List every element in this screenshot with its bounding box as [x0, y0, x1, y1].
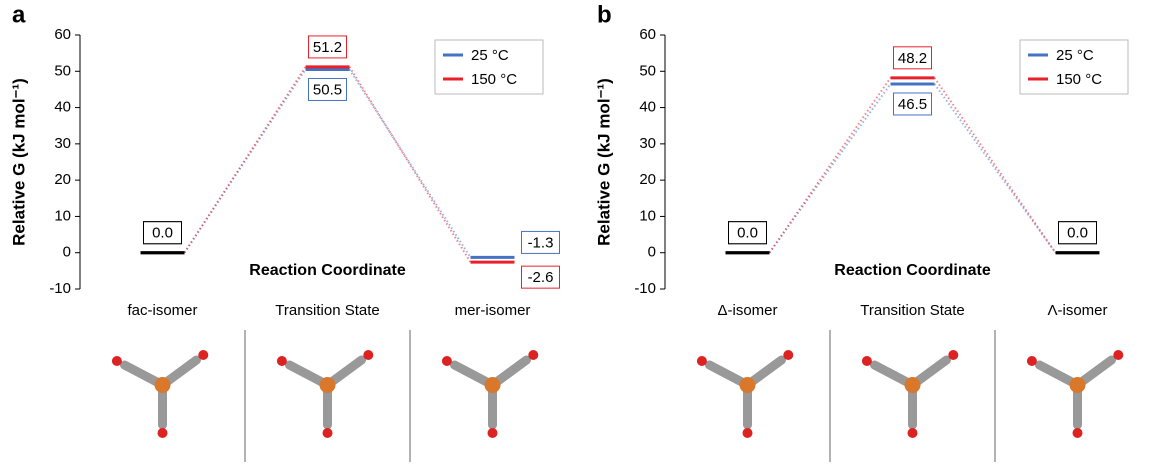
connector: [348, 68, 472, 258]
value-label: 51.2: [313, 39, 342, 56]
molecule-atom: [111, 356, 122, 366]
metal-atom: [1069, 377, 1086, 393]
label-box: [521, 265, 560, 289]
legend-box: [434, 39, 544, 95]
value-label: 0.0: [737, 225, 758, 242]
value-label: -1.3: [528, 234, 554, 251]
connector: [183, 66, 307, 254]
connector: [768, 77, 892, 254]
legend-label: 150 °C: [471, 71, 517, 88]
label-box: [1058, 221, 1097, 245]
y-tick-label: 50: [639, 62, 656, 79]
metal-atom: [739, 377, 756, 393]
metal-atom: [904, 377, 921, 393]
molecule-atom: [157, 428, 168, 438]
molecule-atom: [198, 350, 209, 360]
molecule-atom: [907, 428, 918, 438]
y-tick-label: 30: [639, 135, 656, 152]
y-tick-label: 10: [54, 207, 71, 224]
category-label: Transition State: [275, 302, 380, 319]
value-label: 0.0: [1067, 225, 1088, 242]
molecule-atom: [1026, 356, 1037, 366]
value-label: 50.5: [313, 81, 342, 98]
value-label: 46.5: [898, 96, 927, 113]
connector: [933, 83, 1057, 254]
y-tick-label: 60: [639, 26, 656, 43]
label-box: [308, 35, 347, 59]
metal-atom: [154, 377, 171, 393]
label-box: [521, 230, 560, 254]
category-label: Λ-isomer: [1047, 302, 1107, 319]
value-label: 48.2: [898, 50, 927, 67]
label-box: [143, 221, 182, 245]
legend-box: [1019, 39, 1129, 95]
y-tick-label: 30: [54, 135, 71, 152]
category-label: fac-isomer: [127, 302, 197, 319]
y-tick-label: 60: [54, 26, 71, 43]
x-axis-label: Reaction Coordinate: [249, 262, 406, 279]
label-box: [893, 46, 932, 70]
molecule-atom: [696, 356, 707, 366]
label-box: [308, 77, 347, 101]
molecule-atom: [363, 350, 374, 360]
panel-label: b: [597, 1, 612, 28]
y-tick-label: 20: [54, 171, 71, 188]
y-tick-label: 0: [63, 244, 71, 261]
y-tick-label: 40: [639, 99, 656, 116]
molecule-atom: [783, 350, 794, 360]
category-label: Δ-isomer: [717, 302, 777, 319]
connector: [933, 77, 1057, 254]
y-axis-label: Relative G (kJ mol⁻¹): [594, 78, 613, 246]
category-label: mer-isomer: [455, 302, 531, 319]
y-tick-label: 40: [54, 99, 71, 116]
molecule-atom: [1072, 428, 1083, 438]
legend-label: 25 °C: [471, 47, 509, 64]
value-label: -2.6: [528, 269, 554, 286]
molecule-atom: [742, 428, 753, 438]
molecule-atom: [276, 356, 287, 366]
y-axis-label: Relative G (kJ mol⁻¹): [9, 78, 28, 246]
category-label: Transition State: [860, 302, 965, 319]
label-box: [893, 92, 932, 116]
molecule-atom: [487, 428, 498, 438]
connector: [768, 83, 892, 254]
molecule-atom: [441, 356, 452, 366]
x-axis-label: Reaction Coordinate: [834, 262, 991, 279]
metal-atom: [484, 377, 501, 393]
legend-label: 150 °C: [1056, 71, 1102, 88]
label-box: [728, 221, 767, 245]
y-tick-label: 20: [639, 171, 656, 188]
panel-label: a: [12, 1, 26, 28]
y-tick-label: 0: [648, 244, 656, 261]
molecule-atom: [528, 350, 539, 360]
molecule-atom: [322, 428, 333, 438]
value-label: 0.0: [152, 225, 173, 242]
y-tick-label: -10: [634, 280, 656, 297]
molecule-atom: [1113, 350, 1124, 360]
metal-atom: [319, 377, 336, 393]
legend-label: 25 °C: [1056, 47, 1094, 64]
y-tick-label: 50: [54, 62, 71, 79]
molecule-atom: [861, 356, 872, 366]
y-tick-label: -10: [49, 280, 71, 297]
molecule-atom: [948, 350, 959, 360]
y-tick-label: 10: [639, 207, 656, 224]
